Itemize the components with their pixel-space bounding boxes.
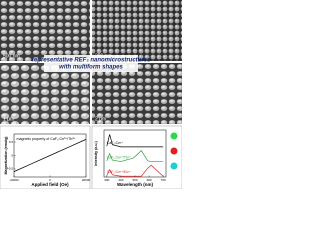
graphical-abstract: 500 nm 200 nm 1 μm 2 μm representative R… [0,0,182,189]
banner-box [44,55,138,72]
x-axis-label: Applied field (Oe) [31,182,69,187]
x-axis-label: Wavelength (nm) [117,182,154,187]
series-line [106,150,164,162]
y-tick-label: 0.5 [9,140,14,144]
series-line [106,164,164,177]
scale-bar-label: 1 μm [3,116,14,122]
x-tick-label: 300 [104,178,109,182]
series-line [106,134,164,148]
x-tick-label: 400 [118,178,123,182]
y-tick-label: -0.5 [8,167,14,171]
legend-label: CaF₂:Ce³⁺ [107,141,123,145]
chart-title: magnetic property of CaF₂:Ce³⁺/Tb³⁺ [17,137,76,141]
sem-image [92,63,182,124]
scale-bar-label: 2 μm [95,116,106,122]
legend-label: CaF₂:Ce³⁺/Tb³⁺ [107,155,131,159]
chart-panel [91,125,182,189]
banner-text: with multiform shapes [59,65,123,71]
emission-color [170,132,178,140]
sem-image [0,63,90,124]
x-tick-label: 20000 [82,178,91,182]
emission-color [170,147,178,155]
y-axis-label: Magnetization (emu/g) [4,136,8,175]
x-tick-label: 600 [147,178,152,182]
x-tick-label: 500 [132,178,137,182]
x-tick-label: 700 [161,178,166,182]
y-tick-label: 0 [11,153,13,157]
y-axis-label: Intensity (a.u.) [94,141,98,166]
emission-color [170,162,178,170]
sem-image [92,0,182,61]
legend-label: CaF₂:Ce³⁺/Eu³⁺ [107,170,131,174]
series-line [13,139,87,172]
banner-text: representative REF₃ nanomicrostructures [32,58,151,64]
x-tick-label: 0 [49,178,51,182]
x-tick-label: -20000 [9,178,19,182]
sem-image [0,0,90,61]
scale-bar-label: 500 nm [3,53,20,59]
